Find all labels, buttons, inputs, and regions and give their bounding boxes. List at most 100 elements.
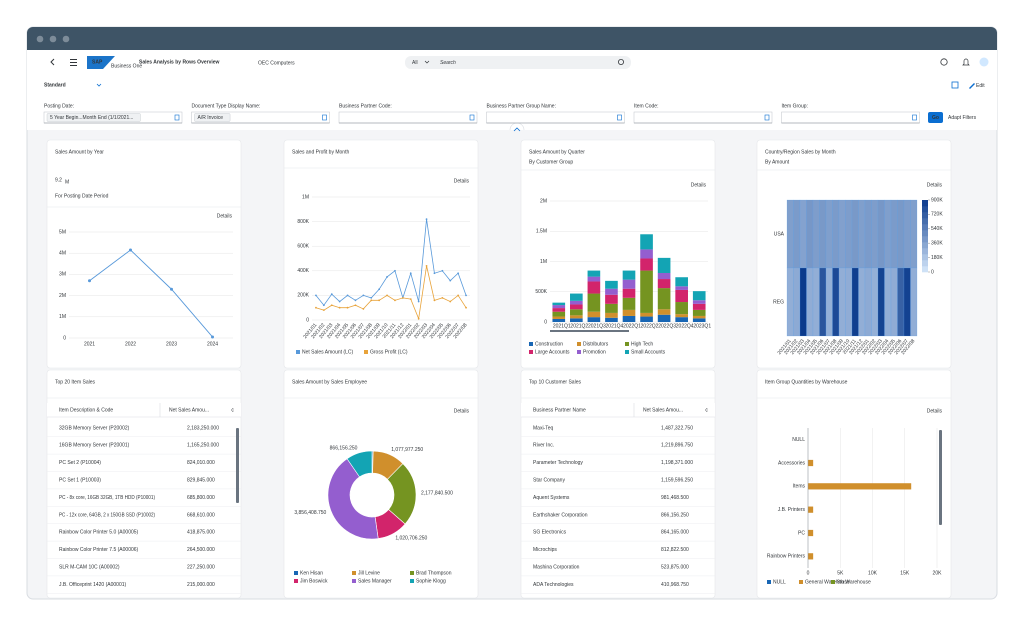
card[interactable] — [46, 139, 242, 369]
table-cell[interactable]: Rainbow Color Printer 5.0 (A00005) — [59, 530, 139, 536]
table-cell[interactable]: 685,800.000 — [187, 495, 215, 501]
bar-segment — [675, 302, 688, 315]
notifications-button[interactable] — [962, 58, 970, 66]
table-cell[interactable]: 1,198,371.000 — [661, 460, 693, 466]
table-cell[interactable]: 418,875.000 — [187, 530, 215, 536]
table-cell[interactable]: Aquent Systems — [533, 495, 570, 501]
heatmap-cell — [812, 267, 820, 337]
card[interactable] — [283, 369, 479, 599]
table-cell[interactable]: PC Set 2 (P10004) — [59, 460, 101, 466]
scrollbar[interactable] — [550, 330, 629, 332]
table-cell[interactable]: 1,165,250.000 — [187, 443, 219, 449]
details-link[interactable]: Details — [454, 408, 470, 414]
table-cell[interactable]: PC Set 1 (P10003) — [59, 478, 101, 484]
variant-caret[interactable] — [96, 83, 102, 87]
value-help-icon[interactable] — [912, 114, 917, 121]
card-title: Item Group Quantities by Warehouse — [765, 379, 848, 385]
go-button[interactable] — [928, 112, 943, 123]
table-cell[interactable]: Parameter Technology — [533, 460, 583, 466]
table-cell[interactable]: 824,010.000 — [187, 460, 215, 466]
scrollbar[interactable] — [236, 428, 239, 503]
table-cell[interactable]: 523,875.000 — [661, 565, 689, 571]
filter-input[interactable] — [633, 111, 773, 124]
heatmap-cell — [786, 199, 794, 269]
y-tick-label: 200K — [297, 293, 309, 299]
help-button[interactable] — [940, 58, 948, 66]
table-cell[interactable]: 32GB Memory Server (P20002) — [59, 425, 130, 431]
collapse-icon[interactable] — [513, 127, 521, 132]
variant-name[interactable]: Standard — [44, 82, 66, 88]
edit-button[interactable]: Edit — [976, 83, 985, 89]
bar-segment — [675, 289, 688, 303]
details-link[interactable]: Details — [217, 213, 233, 219]
table-cell[interactable]: River Inc. — [533, 443, 554, 449]
search-scope[interactable]: All — [412, 60, 418, 66]
sort-icon[interactable] — [230, 407, 234, 413]
value-help-icon[interactable] — [469, 114, 475, 121]
filter-label: Item Code: — [634, 103, 658, 109]
search-box[interactable] — [405, 56, 631, 69]
heatmap-cell — [838, 199, 846, 269]
details-link[interactable]: Details — [454, 178, 470, 184]
filter-token[interactable]: A/R Invoice — [198, 115, 224, 121]
adapt-filters-button[interactable]: Adapt Filters — [948, 115, 977, 121]
table-cell[interactable]: 812,822.500 — [661, 547, 689, 553]
value-help-icon[interactable] — [174, 114, 180, 121]
table-cell[interactable]: ADA Technologies — [533, 582, 574, 588]
table-cell[interactable]: Maxi-Teq — [533, 425, 554, 431]
table-cell[interactable]: J.B. Officeprint 1420 (A00001) — [59, 582, 127, 588]
legend-swatch — [577, 350, 581, 354]
table-cell[interactable]: 668,610.000 — [187, 512, 215, 518]
avatar[interactable] — [979, 57, 989, 67]
table-cell[interactable]: 866,156.250 — [661, 512, 689, 518]
details-link[interactable]: Details — [927, 182, 943, 188]
column-header[interactable]: Business Partner Name — [533, 407, 586, 413]
table-cell[interactable]: 227,250.000 — [187, 565, 215, 571]
details-link[interactable]: Details — [691, 182, 707, 188]
search-placeholder[interactable]: Search — [440, 60, 456, 66]
table-cell[interactable]: Rainbow Color Printer 7.5 (A00006) — [59, 547, 139, 553]
filter-input[interactable] — [781, 111, 920, 124]
scope-caret[interactable] — [424, 60, 430, 64]
data-point — [322, 309, 325, 312]
filter-input[interactable] — [486, 111, 625, 124]
back-button[interactable] — [50, 58, 55, 66]
table-cell[interactable]: PC - 12x core, 64GB, 2 x 150GB SSD (P100… — [59, 512, 155, 518]
x-tick-label: 2022Q1 — [623, 323, 641, 329]
search-icon[interactable] — [618, 59, 625, 66]
table-cell[interactable]: SG Electronics — [533, 530, 567, 536]
edit-icon[interactable] — [969, 83, 975, 89]
table-cell[interactable]: Star Company — [533, 478, 565, 484]
table-cell[interactable]: PC - 8x core, 16GB 32GB, 1TB HDD (P10001… — [59, 495, 155, 501]
table-cell[interactable]: Mashina Corporation — [533, 565, 580, 571]
table-cell[interactable]: 864,165.000 — [661, 530, 689, 536]
share-button[interactable] — [951, 81, 959, 89]
table-cell[interactable]: 2,183,250.000 — [187, 425, 219, 431]
table-cell[interactable]: 829,845.000 — [187, 478, 215, 484]
table-cell[interactable]: SLR M-CAM 10C (A00002) — [59, 565, 120, 571]
table-cell[interactable]: 981,468.500 — [661, 495, 689, 501]
go-button-label[interactable]: Go — [932, 115, 939, 121]
table-cell[interactable]: Earthshaker Corporation — [533, 512, 588, 518]
scrollbar[interactable] — [939, 430, 942, 525]
column-header[interactable]: Item Description & Code — [59, 407, 113, 413]
table-cell[interactable]: 16GB Memory Server (P20001) — [59, 443, 130, 449]
column-header[interactable]: Net Sales Amou... — [643, 407, 683, 413]
details-link[interactable]: Details — [927, 408, 943, 414]
table-cell[interactable]: 1,487,322.750 — [661, 425, 693, 431]
card[interactable] — [520, 139, 716, 369]
column-header[interactable]: Net Sales Amou... — [169, 407, 209, 413]
value-help-icon[interactable] — [764, 114, 770, 121]
value-help-icon[interactable] — [322, 114, 327, 121]
filter-input[interactable] — [338, 111, 478, 124]
sort-icon[interactable] — [704, 407, 708, 413]
menu-button[interactable] — [70, 59, 77, 66]
value-help-icon[interactable] — [617, 114, 622, 121]
table-cell[interactable]: Microchips — [533, 547, 557, 553]
table-cell[interactable]: 264,500.000 — [187, 547, 215, 553]
table-cell[interactable]: 215,000.000 — [187, 582, 215, 588]
table-cell[interactable]: 1,219,896.750 — [661, 443, 693, 449]
table-cell[interactable]: 1,159,596.250 — [661, 478, 693, 484]
table-cell[interactable]: 410,968.750 — [661, 582, 689, 588]
filter-token[interactable]: 5 Year Begin...Month End (1/1/2021... — [50, 115, 133, 121]
